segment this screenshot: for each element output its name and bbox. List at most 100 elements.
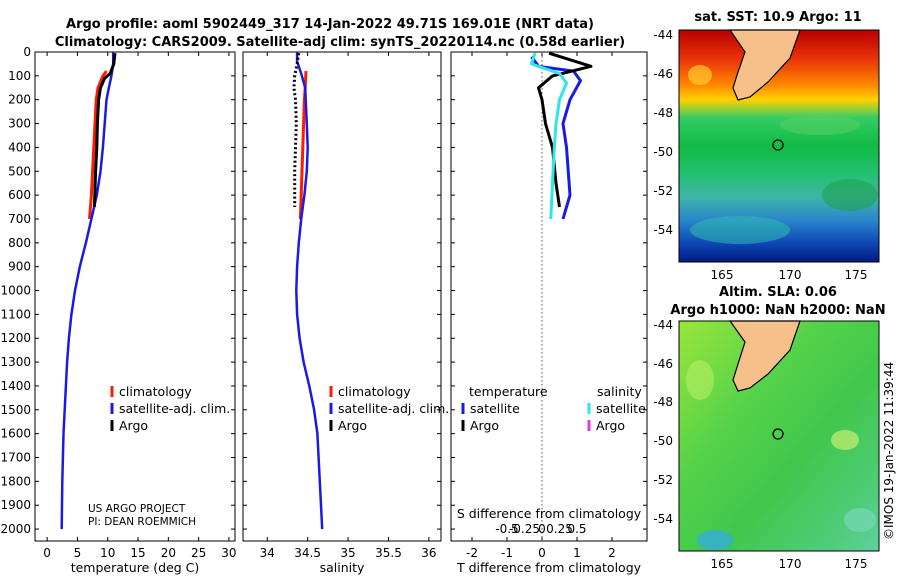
x-tick-label: 20 [161, 546, 176, 560]
figure-title-line2: Climatology: CARS2009. Satellite-adj cli… [55, 35, 625, 50]
sst-lat-tick: -44 [653, 28, 673, 42]
x-tick-label: 0 [43, 546, 51, 560]
y-tick-label: 100 [8, 69, 31, 83]
project-annotation: US ARGO PROJECT [88, 503, 186, 515]
y-tick-label: 1300 [0, 355, 31, 369]
legend-s-argo: Argo [596, 418, 625, 433]
x-tick-label: 5 [74, 546, 82, 560]
sst-land-new-zealand [728, 29, 801, 101]
y-tick-label: 400 [8, 140, 31, 154]
x-tick-label: 1 [573, 546, 581, 560]
pi-annotation: PI: DEAN ROEMMICH [88, 516, 196, 528]
y-tick-label: 200 [8, 93, 31, 107]
x-axis-label: salinity [320, 560, 365, 575]
sla-low-patch [697, 530, 733, 550]
sla-map: Altim. SLA: 0.06 Argo h1000: NaN h2000: … [653, 285, 885, 571]
y-tick-label: 1900 [0, 498, 31, 512]
sla-land-new-zealand [728, 320, 801, 392]
y-tick-label: 1700 [0, 451, 31, 465]
x-tick-label: 34.5 [294, 546, 321, 560]
x-tick-label: 30 [221, 546, 236, 560]
sst-argo-location-marker [772, 139, 784, 151]
legend-climatology: climatology [338, 384, 411, 399]
y-tick-label: 1500 [0, 403, 31, 417]
legend-climatology: climatology [119, 384, 192, 399]
secondary-tick-label: 0.5 [567, 522, 586, 536]
sla-lat-tick: -50 [653, 434, 673, 448]
x-tick-label: 35.5 [375, 546, 402, 560]
sla-map-title-line2: Argo h1000: NaN h2000: NaN [670, 303, 885, 318]
sla-lat-ticks: -44 -46 -48 -50 -52 -54 165 170 175 [653, 318, 867, 571]
series-line-salinity-satellite [530, 52, 568, 220]
sla-high-patch [831, 430, 859, 450]
salinity-panel: 34 34.5 35 35.5 36 salinity [242, 51, 442, 575]
sst-lat-tick: -50 [653, 145, 673, 159]
difference-legend: temperature salinity satellite Argo sate… [461, 384, 646, 433]
x-tick-label: 10 [100, 546, 115, 560]
sst-map-frame [678, 29, 880, 263]
y-tick-label: 0 [23, 45, 31, 59]
sla-map-frame [678, 320, 880, 552]
sla-lat-tick: -44 [653, 318, 673, 332]
figure-title-line1: Argo profile: aoml 5902449_317 14-Jan-20… [66, 17, 594, 32]
series-line-argo [92, 53, 117, 208]
sla-lat-tick: -52 [653, 473, 673, 487]
secondary-tick-label: -0.25 [509, 522, 540, 536]
sla-lon-tick: 170 [779, 557, 802, 571]
sst-lon-tick: 175 [845, 268, 868, 282]
x-tick-label: 35 [340, 546, 355, 560]
legend-t-argo: Argo [470, 418, 499, 433]
difference-panel: -2 -1 0 1 2T difference from climatology S di… [450, 51, 648, 575]
y-tick-label: 1800 [0, 474, 31, 488]
x-axis-label: temperature (deg C) [71, 560, 200, 575]
sla-lon-tick: 165 [711, 557, 734, 571]
plot-frame [450, 51, 648, 542]
sst-front-patch [780, 115, 860, 135]
sst-lat-tick: -54 [653, 223, 673, 237]
sst-lat-tick: -48 [653, 106, 673, 120]
legend-temperature-heading: temperature [469, 384, 548, 399]
secondary-tick-label: 0.25 [546, 522, 573, 536]
y-tick-label: 600 [8, 188, 31, 202]
series-line-temperature-argo [537, 51, 593, 208]
sst-cold-patch [690, 216, 790, 244]
y-tick-label: 300 [8, 117, 31, 131]
sla-argo-location-marker [772, 428, 784, 440]
sst-cool-patch [822, 179, 878, 211]
sla-lat-tick: -46 [653, 357, 673, 371]
x-tick-label: 0 [538, 546, 546, 560]
x-tick-label: -1 [501, 546, 513, 560]
plot-frame [34, 51, 236, 542]
sla-low-patch [844, 508, 876, 532]
sla-lat-tick: -54 [653, 512, 673, 526]
sla-map-title-line1: Altim. SLA: 0.06 [719, 285, 837, 300]
sst-lon-tick: 170 [779, 268, 802, 282]
secondary-tick-label: 0 [538, 522, 546, 536]
series-line-argo [292, 52, 301, 207]
sst-lat-tick: -46 [653, 67, 673, 81]
y-tick-label: 1100 [0, 307, 31, 321]
legend-t-satellite: satellite [470, 401, 520, 416]
x-tick-label: 25 [191, 546, 206, 560]
series-line-climatology [88, 70, 108, 220]
sst-warm-patch [688, 65, 712, 85]
legend-satellite: satellite-adj. clim. [338, 401, 449, 416]
sst-lon-tick: 165 [711, 268, 734, 282]
x-tick-label: 15 [130, 546, 145, 560]
y-tick-label: 700 [8, 212, 31, 226]
sst-map-title: sat. SST: 10.9 Argo: 11 [694, 10, 861, 25]
legend-s-satellite: satellite [596, 401, 646, 416]
legend-satellite: satellite-adj. clim. [119, 401, 230, 416]
secondary-tick-label: -0.5 [495, 522, 518, 536]
sla-lat-tick: -48 [653, 395, 673, 409]
secondary-axis-label: S difference from climatology [457, 506, 642, 521]
imos-credit: ©IMOS 19-Jan-2022 11:39:44 [882, 362, 896, 540]
plot-frame [242, 51, 442, 542]
sla-lon-tick: 175 [845, 557, 868, 571]
y-tick-label: 1000 [0, 284, 31, 298]
x-tick-label: 34 [260, 546, 275, 560]
legend-salinity-heading: salinity [597, 384, 642, 399]
sst-lat-ticks: -44 -46 -48 -50 -52 -54 165 170 175 [653, 28, 867, 282]
x-tick-label: 2 [608, 546, 616, 560]
x-tick-label: -2 [466, 546, 478, 560]
